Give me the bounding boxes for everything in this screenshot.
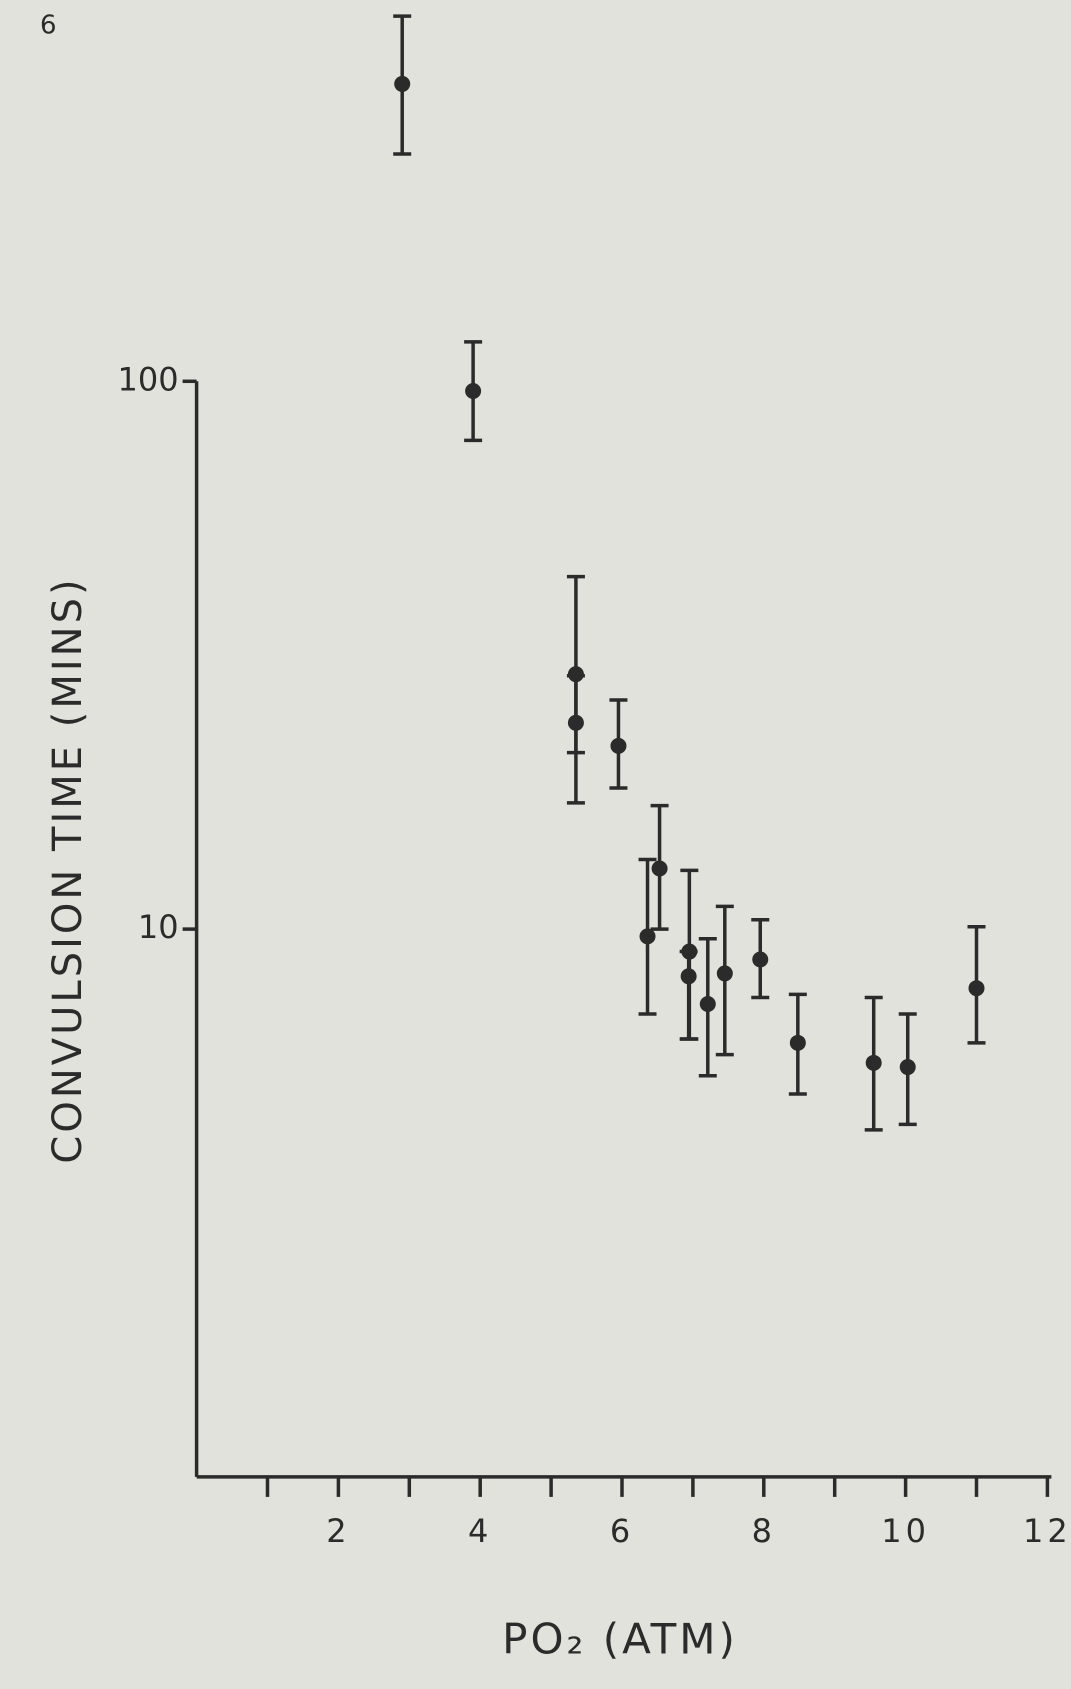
page-number: 6 bbox=[40, 11, 57, 41]
y-tick-label: 100 bbox=[118, 360, 179, 398]
data-point bbox=[899, 1059, 916, 1076]
x-tick-label: 10 bbox=[881, 1512, 930, 1550]
data-point bbox=[752, 951, 769, 968]
x-tick-label: 4 bbox=[468, 1512, 492, 1550]
x-axis-label: PO₂ (ATM) bbox=[502, 1615, 738, 1664]
data-point bbox=[651, 860, 668, 877]
data-point bbox=[639, 928, 656, 945]
x-tick-label: 8 bbox=[752, 1512, 776, 1550]
data-point bbox=[465, 383, 482, 400]
x-tick-label: 6 bbox=[610, 1512, 634, 1550]
data-point bbox=[567, 714, 584, 731]
x-tick-label: 2 bbox=[326, 1512, 350, 1550]
data-point bbox=[968, 980, 985, 997]
data-point bbox=[394, 75, 411, 92]
y-axis-label: CONVULSION TIME (MINS) bbox=[45, 576, 91, 1163]
data-point bbox=[610, 737, 627, 754]
y-tick-label: 10 bbox=[138, 908, 179, 946]
data-point bbox=[680, 968, 697, 985]
data-point bbox=[789, 1034, 806, 1051]
data-point bbox=[699, 995, 716, 1012]
x-tick-label: 12 bbox=[1023, 1512, 1071, 1550]
data-point bbox=[865, 1054, 882, 1071]
data-point bbox=[716, 965, 733, 982]
